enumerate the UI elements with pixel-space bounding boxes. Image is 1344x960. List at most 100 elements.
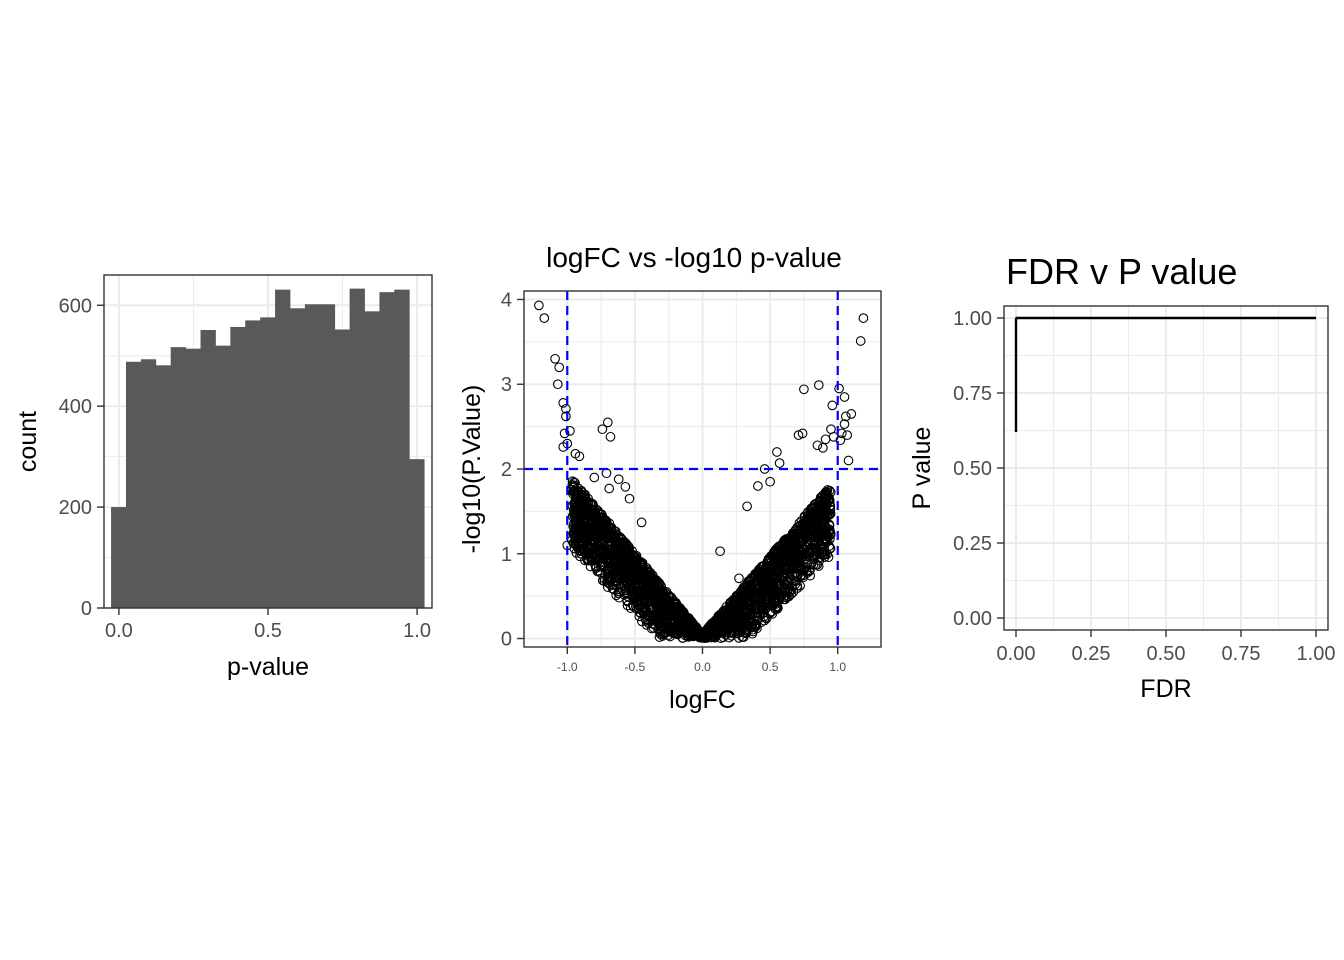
volcano-point — [751, 595, 762, 606]
volcano-point — [760, 592, 770, 602]
volcano-point — [620, 585, 631, 596]
volcano-point — [618, 544, 628, 555]
fdr-y-tick-label: 0.50 — [953, 458, 992, 480]
volcano-point — [825, 543, 835, 554]
volcano-point — [627, 600, 638, 611]
histogram-bar — [215, 345, 231, 608]
volcano-point — [801, 549, 812, 559]
volcano-points — [534, 300, 869, 644]
fdr-y-tick-label: 0.25 — [953, 533, 992, 555]
volcano-point — [771, 601, 782, 612]
histogram-x-tick-label: 1.0 — [403, 620, 431, 642]
volcano-point — [725, 608, 736, 619]
volcano-point — [813, 497, 823, 508]
volcano-point — [803, 519, 814, 530]
volcano-point — [655, 625, 666, 636]
volcano-point — [618, 580, 629, 590]
volcano-point — [715, 546, 725, 557]
histogram-y-tick-label: 0 — [81, 598, 92, 620]
volcano-point — [799, 384, 809, 395]
fdr-grid — [1004, 306, 1328, 630]
volcano-point — [723, 625, 734, 636]
volcano-point — [734, 627, 745, 638]
volcano-point — [815, 506, 826, 517]
volcano-y-tick-label: 2 — [501, 459, 512, 481]
volcano-point — [734, 633, 744, 643]
volcano-point — [741, 627, 751, 637]
volcano-point — [827, 400, 838, 411]
volcano-point — [552, 379, 563, 390]
histogram-bar — [245, 320, 261, 608]
volcano-point — [554, 362, 565, 373]
volcano-point — [596, 531, 607, 541]
volcano-point — [631, 597, 642, 608]
histogram-bars — [111, 288, 425, 608]
volcano-point — [822, 492, 833, 502]
volcano-point — [773, 541, 784, 552]
fdr-x-axis-title: FDR — [1140, 675, 1191, 703]
volcano-point — [693, 626, 704, 636]
fdr-x-tick-label: 0.50 — [1147, 643, 1186, 665]
volcano-point — [586, 516, 597, 527]
volcano-point — [805, 513, 816, 524]
volcano-point — [615, 573, 625, 584]
volcano-point — [843, 455, 854, 466]
volcano-point — [711, 623, 722, 634]
volcano-point — [602, 577, 612, 587]
histogram-bar — [364, 311, 380, 608]
volcano-point — [606, 575, 616, 586]
volcano-point — [665, 601, 675, 611]
volcano-point — [805, 570, 816, 581]
volcano-point — [822, 531, 833, 542]
volcano-point — [835, 435, 846, 446]
volcano-point — [736, 616, 747, 627]
volcano-point — [793, 430, 804, 440]
volcano-grid — [524, 291, 881, 647]
volcano-point — [818, 515, 829, 525]
volcano-point — [802, 568, 813, 578]
fdr-plot-title: FDR v P value — [1006, 251, 1237, 292]
volcano-point — [718, 618, 729, 628]
volcano-point — [603, 520, 613, 531]
volcano-point — [774, 553, 785, 563]
volcano-point — [613, 474, 624, 485]
volcano-point — [603, 533, 614, 544]
fdr-y-axis-title: P value — [908, 427, 936, 510]
volcano-point — [807, 536, 817, 547]
volcano-point — [734, 573, 744, 584]
fdr-panel: FDR v P value 0.00 0.25 0.50 0.75 1.000.000.… — [908, 251, 1335, 703]
volcano-point — [622, 545, 633, 556]
volcano-point — [637, 604, 648, 614]
volcano-point — [576, 548, 587, 559]
volcano-point — [618, 568, 629, 579]
volcano-plot-title: logFC vs -log10 p-value — [546, 242, 842, 273]
histogram-y-axis-title: count — [14, 411, 42, 472]
volcano-point — [591, 525, 602, 535]
volcano-point — [620, 481, 631, 492]
volcano-point — [577, 524, 588, 535]
volcano-point — [638, 579, 649, 590]
volcano-point — [710, 624, 721, 635]
volcano-point — [781, 573, 791, 584]
histogram-x-tick-label: 0.5 — [254, 620, 282, 642]
volcano-point — [645, 568, 656, 578]
volcano-point — [820, 487, 831, 498]
histogram-x-axis-title: p-value — [227, 653, 309, 681]
volcano-point — [680, 613, 691, 624]
volcano-point — [777, 555, 788, 566]
volcano-point — [668, 609, 678, 620]
volcano-point — [565, 426, 575, 436]
volcano-point — [667, 623, 678, 634]
volcano-point — [742, 501, 752, 512]
volcano-x-axis-title: logFC — [669, 686, 736, 714]
volcano-point — [825, 501, 836, 512]
volcano-point — [668, 595, 678, 605]
volcano-point — [652, 601, 662, 612]
volcano-point — [539, 313, 550, 323]
volcano-point — [598, 559, 609, 570]
histogram-bar — [289, 308, 306, 608]
volcano-point — [604, 564, 615, 575]
volcano-point — [589, 552, 600, 563]
volcano-point — [561, 411, 571, 422]
histogram-ticks: 0.0 0.5 1.0 0 200 400 600 — [59, 295, 431, 642]
